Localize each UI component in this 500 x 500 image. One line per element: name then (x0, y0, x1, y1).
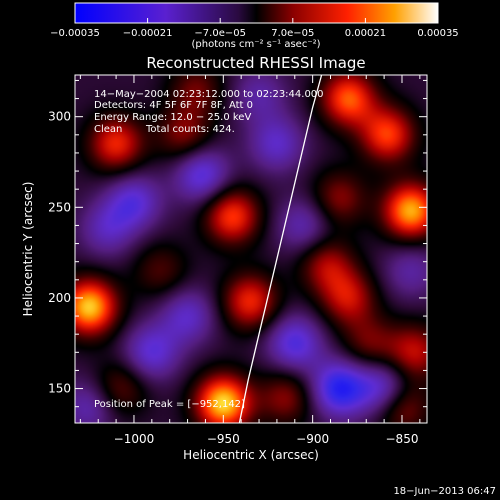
y-tick-label: 250 (48, 200, 71, 214)
annotation-energy-range: Energy Range: 12.0 − 25.0 keV (94, 112, 251, 123)
annotation-clean: Clean (94, 124, 122, 135)
annotation-peak-position: Position of Peak = [−952,142] (94, 399, 245, 410)
x-tick-label: −950 (207, 432, 240, 446)
x-tick-label: −850 (386, 432, 419, 446)
colorbar-tick-label: −7.0e−05 (194, 28, 246, 39)
annotations: 14−May−2004 02:23:12.000 to 02:23:44.000… (94, 89, 324, 410)
y-tick-label: 150 (48, 382, 71, 396)
colorbar-tick-label: −0.00021 (123, 28, 173, 39)
colorbar-tick-label: 0.00021 (345, 28, 386, 39)
colorbar-tick-label: 0.00035 (417, 28, 458, 39)
footer-timestamp: 18−Jun−2013 06:47 (393, 486, 496, 497)
chart-title: Reconstructed RHESSI Image (146, 54, 365, 72)
y-tick-label: 300 (48, 110, 71, 124)
y-axis: 150 200 250 300 (48, 79, 427, 408)
x-axis: −1000 −950 −900 −850 (79, 75, 421, 446)
x-tick-label: −900 (296, 432, 329, 446)
y-axis-label: Heliocentric Y (arcsec) (21, 182, 35, 317)
annotation-total-counts: Total counts: 424. (145, 124, 235, 135)
colorbar: −0.00035 −0.00021 −7.0e−05 7.0e−05 0.00021 0.… (50, 2, 459, 50)
x-axis-label: Heliocentric X (arcsec) (183, 448, 319, 462)
limb-curve (238, 75, 323, 423)
colorbar-tick-label: 7.0e−05 (271, 28, 314, 39)
annotation-detectors: Detectors: 4F 5F 6F 7F 8F, Att 0 (94, 100, 253, 111)
plot-frame (74, 74, 428, 424)
y-tick-label: 200 (48, 291, 71, 305)
annotation-time-range: 14−May−2004 02:23:12.000 to 02:23:44.000 (94, 89, 324, 100)
x-tick-label: −1000 (114, 432, 155, 446)
colorbar-unit-label: (photons cm⁻² s⁻¹ asec⁻²) (191, 39, 320, 50)
colorbar-gradient (74, 2, 439, 24)
heatmap-image (75, 75, 427, 423)
colorbar-ticks: −0.00035 −0.00021 −7.0e−05 7.0e−05 0.00021 0.… (50, 18, 459, 39)
colorbar-tick-label: −0.00035 (50, 28, 100, 39)
plot-area (75, 75, 427, 423)
